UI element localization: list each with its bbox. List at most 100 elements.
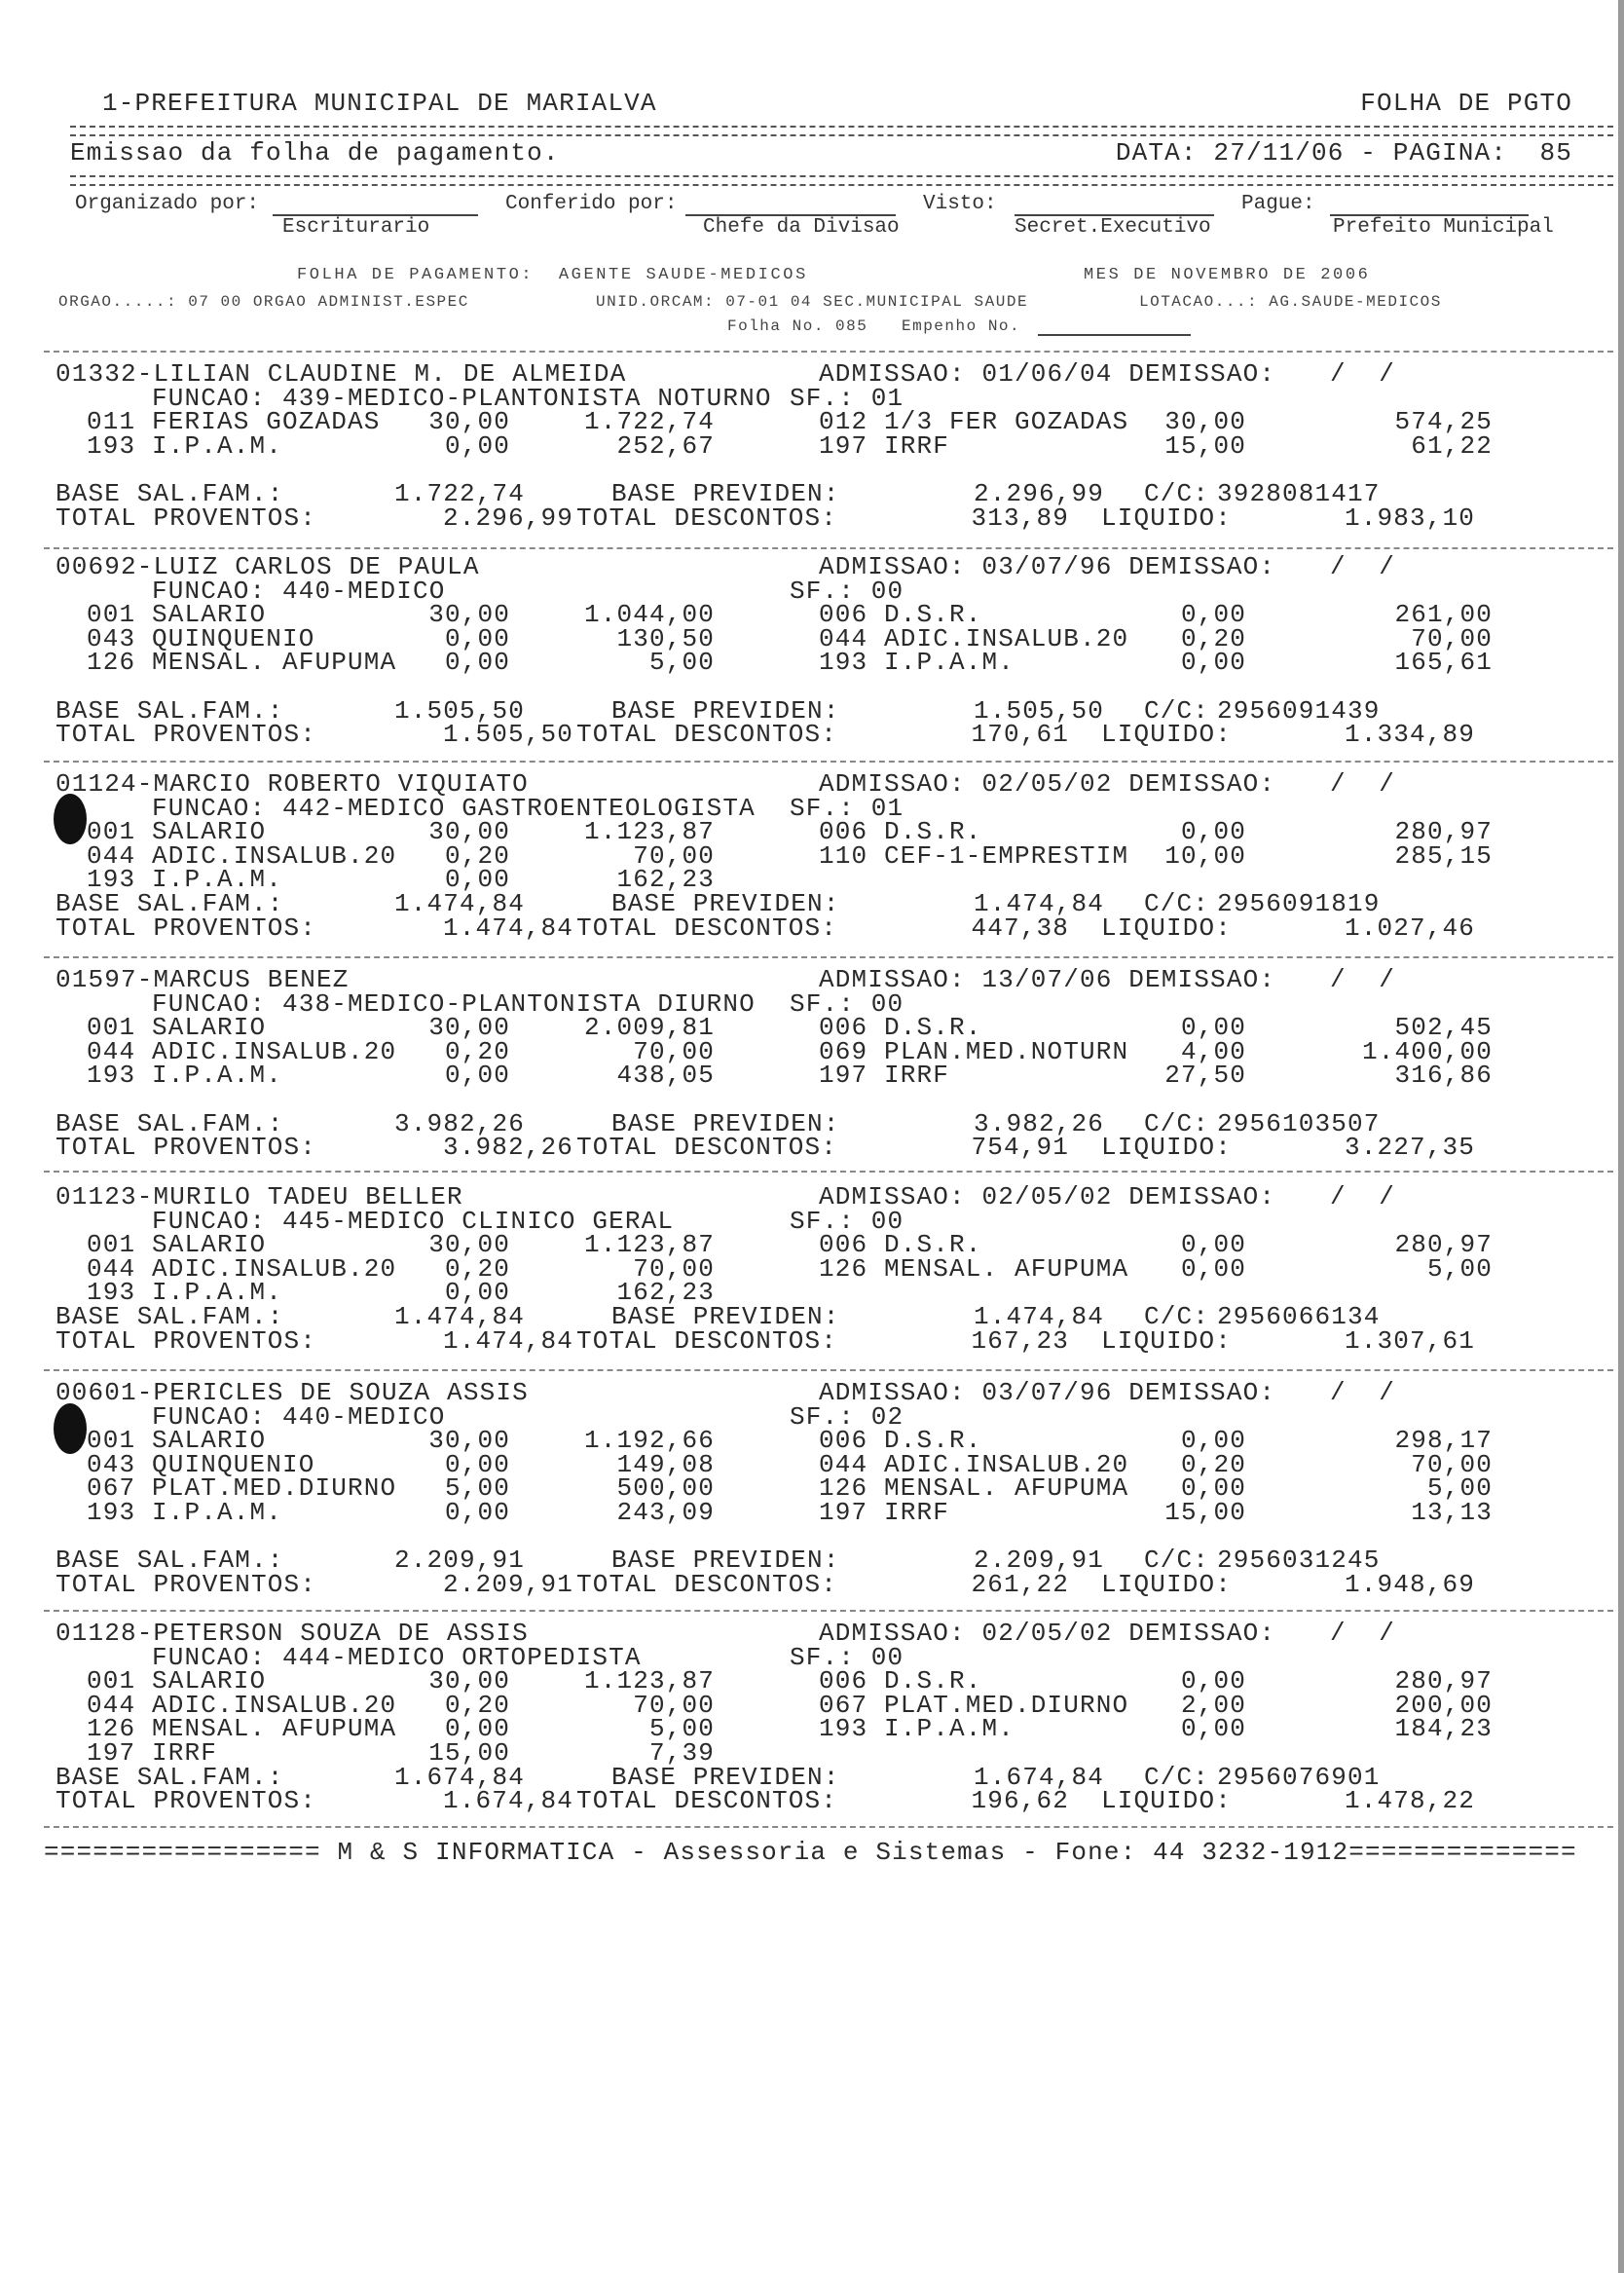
demissao: / / [1330, 359, 1396, 389]
item-value: 70,00 [633, 1690, 715, 1720]
item-desc: 006 D.S.R. [819, 817, 982, 847]
item-qty: 0,00 [444, 865, 510, 895]
item-value: 243,09 [616, 1498, 715, 1527]
admissao: ADMISSAO: 03/07/96 DEMISSAO: [819, 552, 1276, 581]
item-value: 5,00 [648, 1714, 715, 1744]
demissao: / / [1330, 769, 1396, 799]
liquido: 3.227,35 [1344, 1133, 1475, 1163]
item-value: 7,39 [648, 1738, 715, 1768]
base-previden: 3.982,26 [973, 1108, 1104, 1138]
base-previden: 1.474,84 [973, 889, 1104, 918]
employee-name: 00692-LUIZ CARLOS DE PAULA [55, 552, 480, 581]
total-descontos-label: TOTAL DESCONTOS: [576, 503, 838, 533]
item-desc: 001 SALARIO [87, 1666, 267, 1696]
item-value: 1.722,74 [583, 407, 715, 437]
total-descontos-label: TOTAL DESCONTOS: [576, 1325, 838, 1356]
item-qty: 0,20 [1180, 1449, 1246, 1479]
empenho-line [1038, 334, 1191, 336]
item-value: 149,08 [616, 1449, 715, 1479]
total-proventos: 1.674,84 [442, 1786, 573, 1816]
item-desc: 126 MENSAL. AFUPUMA [87, 648, 397, 678]
item-desc: 044 ADIC.INSALUB.20 [87, 1253, 397, 1284]
base-previden: 1.505,50 [973, 695, 1104, 726]
mes-info: MES DE NOVEMBRO DE 2006 [1084, 266, 1371, 284]
base-previden-label: BASE PREVIDEN: [611, 1546, 840, 1576]
employee-name: 01597-MARCUS BENEZ [55, 965, 350, 994]
base-sal-fam-label: BASE SAL.FAM.: [55, 1762, 284, 1792]
item-qty: 10,00 [1164, 840, 1246, 871]
liquido-label: LIQUIDO: [1101, 913, 1233, 943]
demissao: / / [1330, 552, 1396, 581]
liquido-label: LIQUIDO: [1101, 503, 1233, 533]
folha-no: Folha No. 085 [727, 317, 868, 335]
item-qty: 0,00 [1180, 1473, 1246, 1504]
total-descontos-label: TOTAL DESCONTOS: [576, 1786, 838, 1816]
item-desc: 006 D.S.R. [819, 1230, 982, 1260]
item-qty: 30,00 [428, 407, 510, 437]
employee-name: 00601-PERICLES DE SOUZA ASSIS [55, 1378, 529, 1407]
item-desc: 126 MENSAL. AFUPUMA [87, 1714, 397, 1744]
item-value: 165,61 [1394, 648, 1493, 678]
page-title: 1-PREFEITURA MUNICIPAL DE MARIALVA [102, 89, 657, 118]
funcao: FUNCAO: 439-MEDICO-PLANTONISTA NOTURNO [152, 383, 772, 413]
item-desc: 006 D.S.R. [819, 600, 982, 630]
base-previden-label: BASE PREVIDEN: [611, 889, 840, 918]
liquido: 1.983,10 [1344, 503, 1475, 533]
cc-number: 3928081417 [1217, 479, 1381, 508]
separator [44, 547, 1613, 549]
separator [44, 1369, 1613, 1371]
total-proventos-label: TOTAL PROVENTOS: [55, 720, 317, 750]
item-value: 1.192,66 [583, 1426, 715, 1456]
funcao: FUNCAO: 440-MEDICO [152, 1401, 446, 1432]
total-proventos: 1.505,50 [442, 720, 573, 750]
cc-number: 2956076901 [1217, 1762, 1381, 1792]
liquido: 1.478,22 [1344, 1786, 1475, 1816]
item-desc: 001 SALARIO [87, 600, 267, 630]
item-qty: 0,00 [1180, 1013, 1246, 1043]
liquido: 1.948,69 [1344, 1569, 1475, 1599]
base-previden-label: BASE PREVIDEN: [611, 695, 840, 726]
sf: SF.: 00 [790, 576, 904, 606]
item-desc: 011 FERIAS GOZADAS [87, 407, 381, 437]
signature-line [1330, 214, 1529, 216]
item-desc: 126 MENSAL. AFUPUMA [819, 1253, 1129, 1284]
base-previden-label: BASE PREVIDEN: [611, 1302, 840, 1331]
item-qty: 30,00 [428, 1230, 510, 1260]
item-desc: 197 IRRF [819, 1061, 950, 1091]
item-desc: 067 PLAT.MED.DIURNO [819, 1690, 1129, 1720]
item-qty: 0,20 [444, 1253, 510, 1284]
item-qty: 0,00 [1180, 1666, 1246, 1696]
item-value: 70,00 [1411, 623, 1493, 653]
item-value: 1.123,87 [583, 817, 715, 847]
base-previden: 2.296,99 [973, 479, 1104, 508]
item-desc: 006 D.S.R. [819, 1013, 982, 1043]
cc-label: C/C: [1144, 1762, 1210, 1792]
total-descontos: 170,61 [971, 720, 1069, 750]
item-value: 130,50 [616, 623, 715, 653]
item-desc: 006 D.S.R. [819, 1666, 982, 1696]
liquido: 1.307,61 [1344, 1325, 1475, 1356]
funcao: FUNCAO: 440-MEDICO [152, 576, 446, 606]
total-descontos-label: TOTAL DESCONTOS: [576, 720, 838, 750]
orgao-info: ORGAO.....: 07 00 ORGAO ADMINIST.ESPEC [58, 293, 469, 311]
item-desc: 006 D.S.R. [819, 1426, 982, 1456]
item-qty: 30,00 [428, 1013, 510, 1043]
base-previden-label: BASE PREVIDEN: [611, 1762, 840, 1792]
item-qty: 30,00 [1164, 407, 1246, 437]
liquido-label: LIQUIDO: [1101, 720, 1233, 750]
item-value: 280,97 [1394, 817, 1493, 847]
item-desc: 012 1/3 FER GOZADAS [819, 407, 1129, 437]
item-desc: 197 IRRF [87, 1738, 218, 1768]
item-qty: 15,00 [1164, 1498, 1246, 1527]
base-previden-label: BASE PREVIDEN: [611, 1108, 840, 1138]
total-proventos-label: TOTAL PROVENTOS: [55, 1569, 317, 1599]
admissao: ADMISSAO: 02/05/02 DEMISSAO: [819, 1182, 1276, 1211]
demissao: / / [1330, 965, 1396, 994]
item-value: 70,00 [633, 1036, 715, 1066]
item-value: 70,00 [633, 840, 715, 871]
item-value: 574,25 [1394, 407, 1493, 437]
item-qty: 0,00 [1180, 648, 1246, 678]
sf: SF.: 01 [790, 383, 904, 413]
item-desc: 044 ADIC.INSALUB.20 [819, 623, 1129, 653]
item-desc: 044 ADIC.INSALUB.20 [819, 1449, 1129, 1479]
